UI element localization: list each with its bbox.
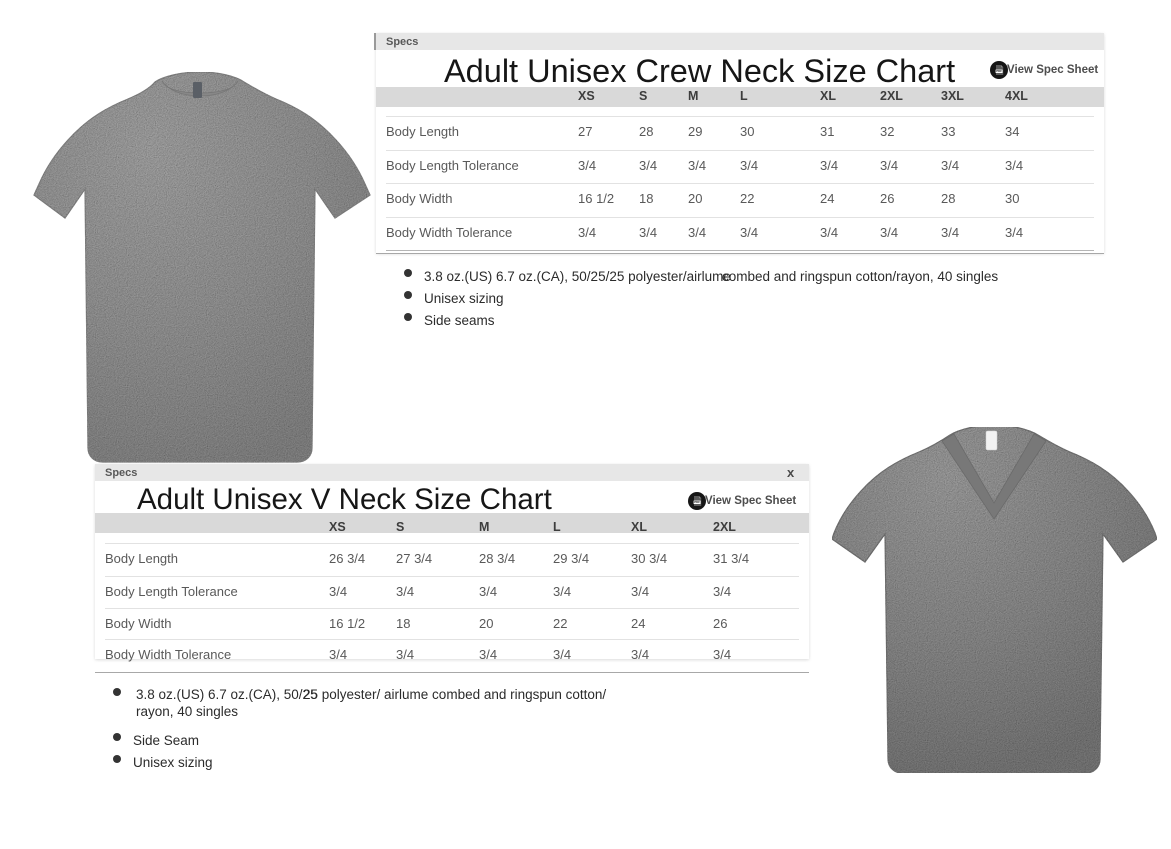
svg-text:PDF: PDF bbox=[694, 500, 700, 504]
svg-text:PDF: PDF bbox=[996, 69, 1002, 73]
